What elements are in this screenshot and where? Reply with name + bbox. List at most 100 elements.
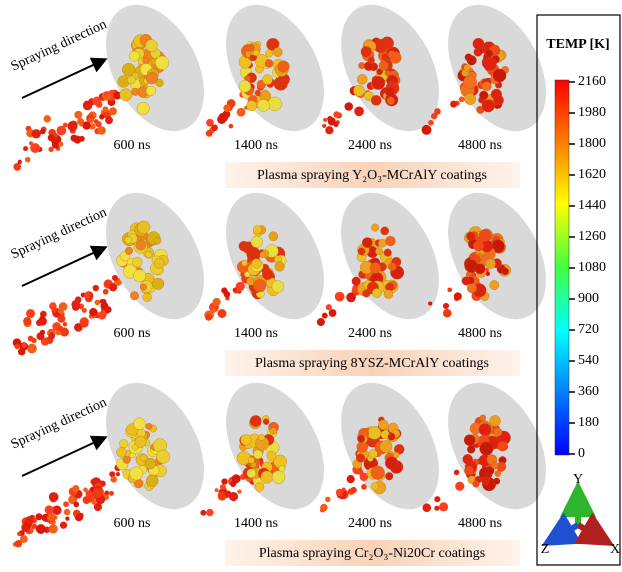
splat: [239, 241, 249, 251]
splat: [464, 435, 475, 446]
splat: [272, 471, 285, 484]
particle: [48, 134, 55, 141]
splat: [131, 88, 139, 96]
splat: [498, 441, 508, 451]
particle: [105, 491, 110, 496]
colorbar-ticks: 2160198018001620144012601080900720540360…: [569, 74, 606, 461]
particle: [40, 129, 45, 134]
splat: [483, 57, 497, 71]
splat: [143, 293, 152, 302]
splat: [464, 466, 473, 475]
splat: [137, 221, 150, 234]
particle: [71, 300, 80, 309]
splat: [143, 58, 150, 65]
splat: [263, 419, 269, 425]
splat: [371, 95, 381, 105]
splat: [463, 454, 473, 464]
splat: [464, 64, 471, 71]
splat: [265, 59, 273, 67]
splat: [494, 428, 502, 436]
splat: [387, 97, 395, 105]
particle: [58, 326, 64, 332]
direction-arrow: [22, 60, 104, 98]
splat: [379, 61, 389, 71]
splat: [371, 224, 378, 231]
splat: [482, 100, 495, 113]
splat: [384, 249, 392, 257]
particle: [230, 481, 236, 487]
splat: [473, 481, 480, 488]
splat: [260, 252, 266, 258]
splat: [378, 420, 388, 430]
splat: [464, 93, 475, 104]
caption: Plasma spraying 8YSZ-MCrAlY coatings: [255, 356, 489, 371]
particle: [434, 108, 441, 115]
particle: [105, 307, 109, 311]
splat: [372, 76, 385, 89]
splat: [467, 283, 477, 293]
splat: [493, 69, 506, 82]
colorbar-tick-label: 720: [578, 322, 599, 337]
particle: [443, 303, 449, 309]
splat: [125, 247, 133, 255]
particle: [45, 505, 54, 514]
particle: [220, 484, 226, 490]
particle: [103, 289, 109, 295]
splat: [145, 251, 151, 257]
particle: [21, 343, 26, 348]
splat: [267, 451, 276, 460]
particle: [229, 492, 238, 501]
splat: [368, 426, 381, 439]
splat: [250, 415, 261, 426]
particle: [200, 510, 206, 516]
splat: [481, 476, 489, 484]
splat: [371, 466, 385, 480]
splat: [120, 89, 132, 101]
time-label: 4800 ns: [458, 516, 502, 531]
splat: [247, 469, 256, 478]
splat: [252, 259, 262, 269]
splat: [253, 50, 259, 56]
colorbar-tick-label: 1440: [578, 198, 606, 213]
splat: [371, 482, 379, 490]
colorbar-tick-label: 1980: [578, 105, 606, 120]
particle: [56, 126, 66, 136]
particle: [36, 319, 43, 326]
particle: [26, 309, 35, 318]
particle: [205, 314, 212, 321]
splat: [247, 44, 254, 51]
splat: [154, 237, 161, 244]
particle: [23, 146, 28, 151]
splat: [362, 237, 372, 247]
splat: [368, 57, 375, 64]
splat: [493, 478, 500, 485]
particle: [82, 308, 87, 313]
particle: [58, 308, 64, 314]
splat: [502, 268, 509, 275]
particle: [236, 282, 245, 291]
particle: [60, 522, 67, 529]
time-label: 1400 ns: [234, 326, 278, 341]
splat: [239, 80, 251, 92]
splat: [262, 75, 272, 85]
particle: [92, 500, 97, 505]
particle: [336, 489, 343, 496]
figure: Spraying direction600 ns1400 ns2400 ns48…: [0, 0, 622, 572]
splat: [361, 46, 372, 57]
splat: [357, 441, 368, 452]
particle: [18, 160, 23, 165]
particle: [428, 120, 434, 126]
splat: [132, 445, 138, 451]
particle: [99, 114, 104, 119]
particle: [32, 129, 41, 138]
splat: [145, 40, 157, 52]
splat: [473, 38, 484, 49]
splat: [241, 434, 252, 445]
splat: [253, 279, 266, 292]
particle: [44, 115, 51, 122]
z-axis-label: Z: [541, 542, 550, 557]
particle: [223, 104, 230, 111]
splat: [133, 418, 145, 430]
splat: [353, 85, 364, 96]
